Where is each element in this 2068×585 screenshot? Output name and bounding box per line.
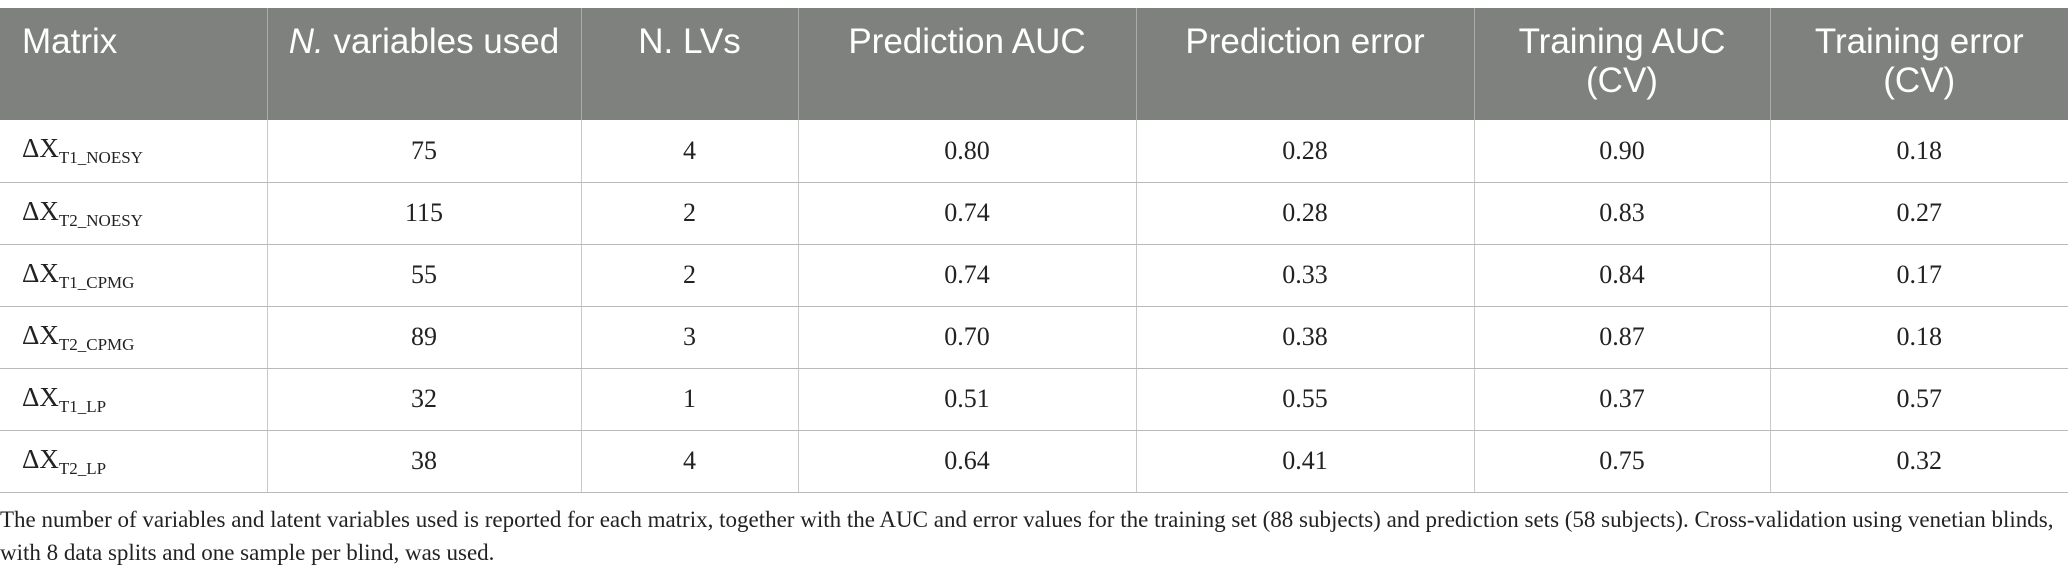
header-n-variables: N. variables used (267, 8, 582, 120)
prediction-auc-cell: 0.74 (798, 182, 1137, 245)
n-lvs-cell: 4 (581, 430, 799, 493)
prediction-auc-cell: 0.70 (798, 306, 1137, 369)
n-variables-cell: 115 (267, 182, 582, 245)
n-lvs-cell: 2 (581, 244, 799, 307)
prediction-error-cell: 0.55 (1136, 368, 1475, 431)
n-variables-cell: 89 (267, 306, 582, 369)
training-auc-cell: 0.37 (1474, 368, 1771, 431)
header-matrix: Matrix (0, 8, 268, 120)
prediction-error-cell: 0.38 (1136, 306, 1475, 369)
training-auc-cell: 0.83 (1474, 182, 1771, 245)
n-lvs-cell: 4 (581, 120, 799, 183)
training-auc-cell: 0.84 (1474, 244, 1771, 307)
table-row: ΔXT1_CPMG 55 2 0.74 0.33 0.84 0.17 (0, 244, 2068, 307)
n-variables-cell: 38 (267, 430, 582, 493)
training-error-cell: 0.17 (1770, 244, 2068, 307)
n-lvs-cell: 2 (581, 182, 799, 245)
prediction-auc-cell: 0.51 (798, 368, 1137, 431)
n-variables-cell: 55 (267, 244, 582, 307)
prediction-error-cell: 0.28 (1136, 182, 1475, 245)
table-row: ΔXT1_LP 32 1 0.51 0.55 0.37 0.57 (0, 368, 2068, 431)
n-variables-cell: 32 (267, 368, 582, 431)
prediction-auc-cell: 0.74 (798, 244, 1137, 307)
training-auc-cell: 0.87 (1474, 306, 1771, 369)
training-error-cell: 0.32 (1770, 430, 2068, 493)
prediction-auc-cell: 0.64 (798, 430, 1137, 493)
training-error-cell: 0.57 (1770, 368, 2068, 431)
training-error-cell: 0.18 (1770, 120, 2068, 183)
prediction-auc-cell: 0.80 (798, 120, 1137, 183)
header-prediction-auc: Prediction AUC (798, 8, 1137, 120)
results-table-container: Matrix N. variables used N. LVs Predicti… (0, 8, 2068, 493)
table-header: Matrix N. variables used N. LVs Predicti… (0, 8, 2068, 120)
training-error-cell: 0.18 (1770, 306, 2068, 369)
prediction-error-cell: 0.41 (1136, 430, 1475, 493)
matrix-cell: ΔXT2_CPMG (0, 306, 268, 369)
training-auc-cell: 0.75 (1474, 430, 1771, 493)
header-prediction-error: Prediction error (1136, 8, 1475, 120)
prediction-error-cell: 0.33 (1136, 244, 1475, 307)
matrix-cell: ΔXT2_NOESY (0, 182, 268, 245)
table-row: ΔXT2_CPMG 89 3 0.70 0.38 0.87 0.18 (0, 306, 2068, 369)
matrix-cell: ΔXT1_NOESY (0, 120, 268, 183)
header-n-lvs: N. LVs (581, 8, 799, 120)
n-lvs-cell: 3 (581, 306, 799, 369)
n-variables-cell: 75 (267, 120, 582, 183)
results-table: Matrix N. variables used N. LVs Predicti… (0, 8, 2068, 493)
matrix-cell: ΔXT1_CPMG (0, 244, 268, 307)
table-row: ΔXT2_LP 38 4 0.64 0.41 0.75 0.32 (0, 430, 2068, 493)
table-body: ΔXT1_NOESY 75 4 0.80 0.28 0.90 0.18 ΔXT2… (0, 120, 2068, 493)
training-error-cell: 0.27 (1770, 182, 2068, 245)
prediction-error-cell: 0.28 (1136, 120, 1475, 183)
table-caption: The number of variables and latent varia… (0, 507, 2054, 565)
table-row: ΔXT1_NOESY 75 4 0.80 0.28 0.90 0.18 (0, 120, 2068, 183)
matrix-cell: ΔXT1_LP (0, 368, 268, 431)
header-training-auc: Training AUC (CV) (1474, 8, 1771, 120)
n-lvs-cell: 1 (581, 368, 799, 431)
table-row: ΔXT2_NOESY 115 2 0.74 0.28 0.83 0.27 (0, 182, 2068, 245)
header-training-error: Training error (CV) (1770, 8, 2068, 120)
matrix-cell: ΔXT2_LP (0, 430, 268, 493)
training-auc-cell: 0.90 (1474, 120, 1771, 183)
header-row: Matrix N. variables used N. LVs Predicti… (0, 8, 2068, 120)
